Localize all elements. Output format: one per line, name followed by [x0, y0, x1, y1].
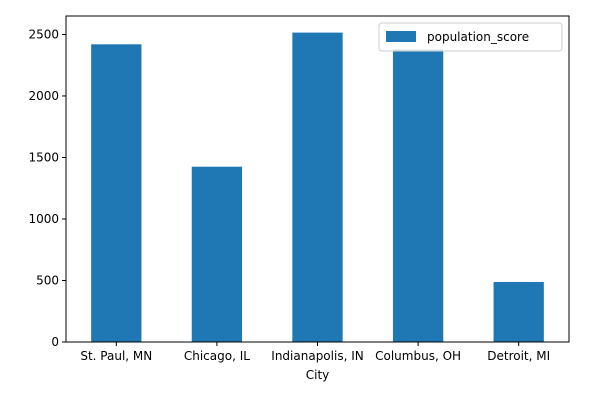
x-tick-label: Detroit, MI — [487, 349, 550, 363]
x-tick-label: Chicago, IL — [184, 349, 250, 363]
y-tick-label: 500 — [36, 273, 59, 287]
y-tick-label: 2500 — [28, 27, 59, 41]
plot-frame — [65, 15, 570, 343]
x-tick-label: Indianapolis, IN — [271, 349, 363, 363]
y-tick-label: 0 — [51, 335, 59, 349]
x-tick-label: St. Paul, MN — [80, 349, 152, 363]
x-axis-label: City — [306, 368, 330, 382]
bar-5 — [493, 281, 544, 342]
bar-1 — [91, 44, 142, 342]
bar-4 — [392, 49, 444, 343]
legend: population_score — [378, 22, 563, 52]
y-tick-label: 2000 — [28, 89, 59, 103]
y-tick-label: 1000 — [28, 212, 59, 226]
y-axis: 0 500 1000 1500 2000 2500 — [28, 27, 66, 349]
x-tick-label: Columbus, OH — [375, 349, 461, 363]
x-axis: St. Paul, MN Chicago, IL Indianapolis, IN C… — [80, 342, 550, 363]
legend-swatch — [386, 31, 416, 42]
legend-label: population_score — [427, 30, 529, 44]
bars-layer — [91, 32, 544, 343]
legend-box — [378, 22, 563, 52]
y-tick-label: 1500 — [28, 150, 59, 164]
bar-2 — [191, 166, 243, 342]
bar-3 — [292, 32, 343, 343]
